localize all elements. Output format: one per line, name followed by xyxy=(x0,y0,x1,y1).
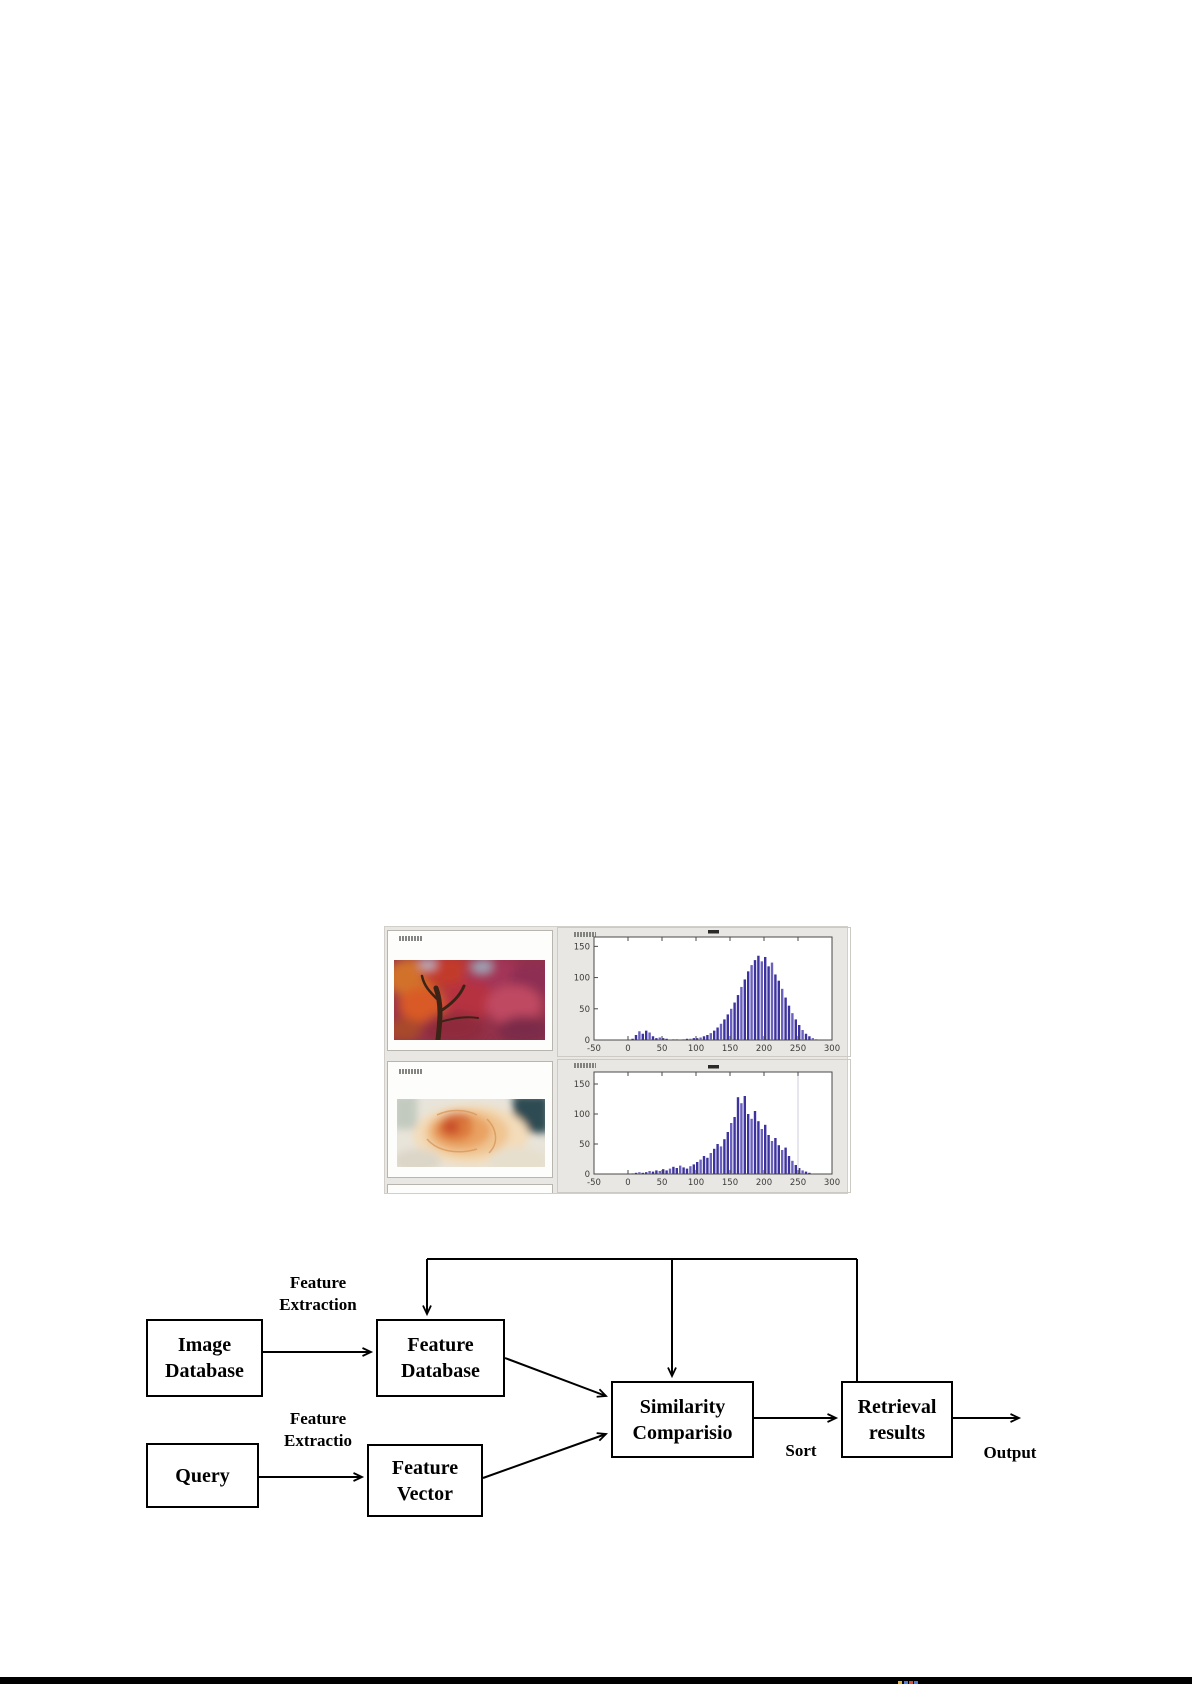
svg-text:150: 150 xyxy=(722,1178,738,1188)
svg-text:50: 50 xyxy=(657,1178,668,1188)
label-feature-extraction-top: Feature Extraction xyxy=(279,1273,357,1314)
box-similarity-comparison: Similarity Comparisio xyxy=(611,1381,754,1458)
autumn-foliage-photo xyxy=(394,960,545,1040)
label-sort: Sort xyxy=(785,1441,817,1460)
arrow-feature-vector-to-similarity xyxy=(482,1432,608,1479)
svg-text:0: 0 xyxy=(585,1036,590,1046)
svg-text:50: 50 xyxy=(657,1044,668,1054)
box-query: Query xyxy=(146,1443,259,1508)
label-output: Output xyxy=(983,1443,1037,1462)
box-feature-database: Feature Database xyxy=(376,1319,505,1397)
svg-text:150: 150 xyxy=(574,1080,590,1090)
svg-text:300: 300 xyxy=(824,1044,840,1054)
svg-text:300: 300 xyxy=(824,1178,840,1188)
figure-screenshot: -50 0 50 100 150 200 250 300 0 50 100 150 xyxy=(384,926,851,1194)
taskbar-pixel-dot xyxy=(898,1681,902,1684)
svg-text:200: 200 xyxy=(756,1044,772,1054)
box-retrieval-results: Retrieval results xyxy=(841,1381,953,1458)
svg-text:-50: -50 xyxy=(587,1044,601,1054)
bottom-edge-bar xyxy=(0,1677,1192,1684)
svg-text:100: 100 xyxy=(688,1178,704,1188)
svg-text:150: 150 xyxy=(722,1044,738,1054)
svg-text:0: 0 xyxy=(585,1170,590,1180)
svg-text:50: 50 xyxy=(579,1140,590,1150)
taskbar-pixel-dot xyxy=(904,1681,908,1684)
panel-title-smudge xyxy=(399,1069,423,1074)
autumn-photo-panel xyxy=(387,930,553,1051)
svg-text:-50: -50 xyxy=(587,1178,601,1188)
svg-text:250: 250 xyxy=(790,1178,806,1188)
svg-text:250: 250 xyxy=(790,1044,806,1054)
rose-photo-panel xyxy=(387,1061,553,1178)
panel-title-smudge xyxy=(574,932,596,937)
svg-text:200: 200 xyxy=(756,1178,772,1188)
arrow-feature-db-to-similarity xyxy=(504,1357,608,1398)
taskbar-pixel-dot xyxy=(909,1681,913,1684)
panel-title-smudge xyxy=(399,936,423,941)
svg-text:0: 0 xyxy=(625,1044,630,1054)
box-image-database: Image Database xyxy=(146,1319,263,1397)
svg-text:100: 100 xyxy=(574,1110,590,1120)
taskbar-pixel-dot xyxy=(914,1681,918,1684)
box-feature-vector: Feature Vector xyxy=(367,1444,483,1517)
cream-rose-photo xyxy=(397,1099,545,1167)
svg-text:100: 100 xyxy=(688,1044,704,1054)
svg-text:50: 50 xyxy=(579,1005,590,1015)
panel-title-smudge xyxy=(574,1063,596,1068)
svg-text:100: 100 xyxy=(574,974,590,984)
partial-panel-edge xyxy=(387,1184,553,1193)
label-feature-extraction-bottom: Feature Extractio xyxy=(284,1409,352,1450)
svg-text:0: 0 xyxy=(625,1178,630,1188)
svg-text:150: 150 xyxy=(574,942,590,952)
